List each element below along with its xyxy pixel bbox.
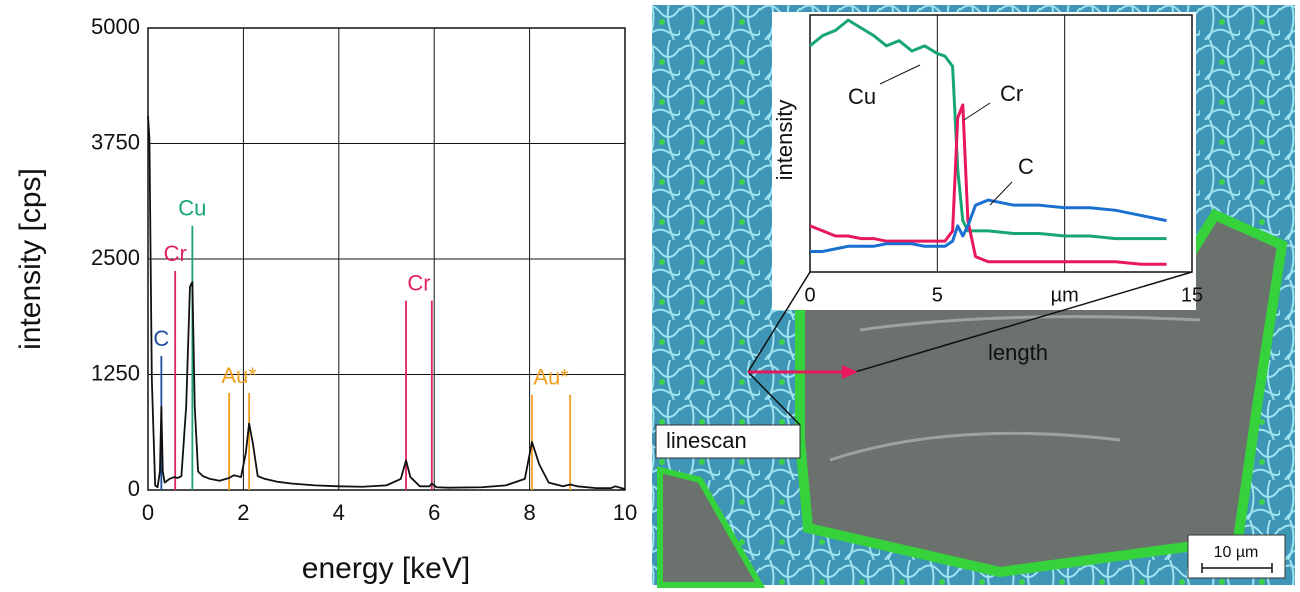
series-line [809, 103, 1167, 266]
y-tick-label: 3750 [91, 129, 140, 154]
zoom-line [747, 371, 801, 426]
y-axis-label: intensity [772, 100, 797, 181]
peak-label: Au* [221, 363, 257, 388]
x-tick-label: 10 [613, 500, 637, 525]
peak-label: Cr [407, 270, 430, 295]
y-tick-label: 2500 [91, 245, 140, 270]
x-tick-label: 6 [428, 500, 440, 525]
y-tick-label: 1250 [91, 360, 140, 385]
scale-bar-label: 10 µm [1214, 544, 1259, 561]
zoom-line [854, 271, 1193, 373]
series-line [810, 198, 1167, 253]
x-axis-label: length [988, 340, 1048, 365]
x-tick-label: µm [1051, 284, 1079, 306]
surface-scratch [829, 315, 1201, 462]
series-label: C [1018, 154, 1034, 179]
peak-label: C [153, 326, 169, 351]
zoom-line [747, 271, 811, 373]
series-line [809, 18, 1167, 241]
peak-label: Cu [178, 196, 206, 221]
y-tick-label: 5000 [91, 14, 140, 39]
y-tick-label: 0 [128, 476, 140, 501]
x-tick-label: 2 [237, 500, 249, 525]
series-label: Cr [1000, 81, 1023, 106]
crystal [657, 466, 766, 588]
x-axis-label: energy [keV] [302, 552, 470, 585]
x-tick-label: 5 [932, 284, 943, 306]
label-leader [963, 102, 991, 121]
x-tick-label: 8 [523, 500, 535, 525]
series-line [147, 115, 626, 490]
peak-label: Au* [533, 365, 569, 390]
scale-bar [1201, 563, 1273, 573]
x-tick-label: 4 [333, 500, 345, 525]
x-tick-label: 0 [142, 500, 154, 525]
peak-label: Cr [164, 241, 187, 266]
scale-bar-box [1187, 534, 1286, 579]
series-label: Cu [848, 84, 876, 109]
x-tick-label: 15 [1181, 284, 1203, 306]
linescan-label-box [655, 424, 801, 459]
arrow-head [842, 365, 858, 379]
x-tick-label: 0 [804, 284, 815, 306]
label-leader [879, 64, 921, 85]
linescan-label: linescan [666, 428, 747, 453]
inset-panel [772, 12, 1196, 310]
y-axis-label: intensity [cps] [14, 168, 47, 350]
label-leader [989, 181, 1013, 206]
